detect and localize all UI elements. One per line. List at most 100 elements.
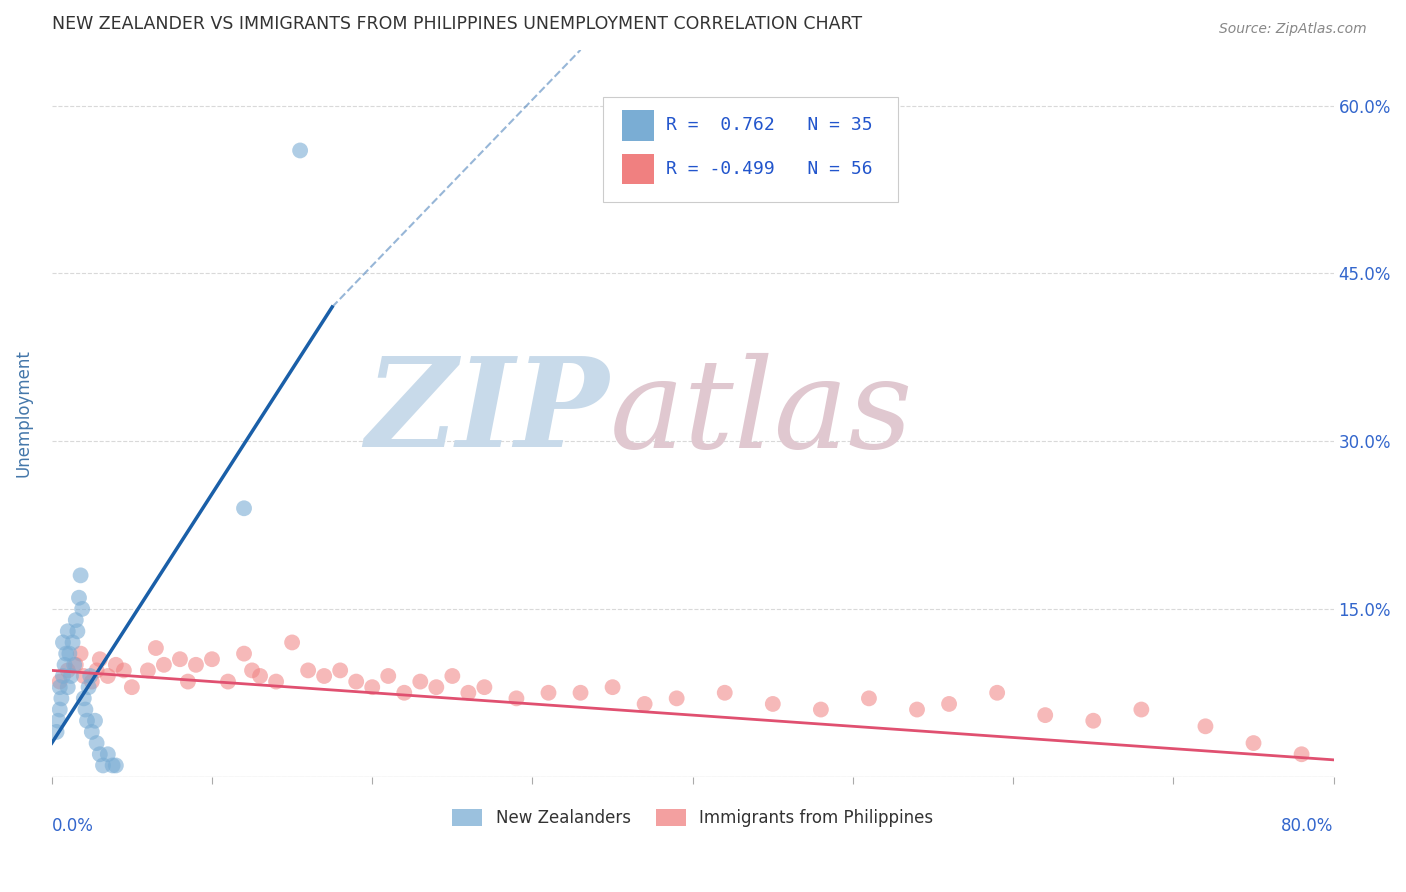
Point	[69, 647, 91, 661]
Point	[145, 640, 167, 655]
Point	[80, 725, 103, 739]
Point	[77, 680, 100, 694]
Point	[53, 657, 76, 672]
Point	[1130, 702, 1153, 716]
Point	[56, 680, 79, 694]
Point	[91, 758, 114, 772]
Point	[84, 714, 107, 728]
Point	[89, 652, 111, 666]
Point	[233, 647, 256, 661]
Text: atlas: atlas	[609, 352, 912, 474]
Point	[104, 758, 127, 772]
FancyBboxPatch shape	[623, 110, 654, 141]
FancyBboxPatch shape	[603, 97, 898, 202]
Point	[858, 691, 880, 706]
Point	[201, 652, 224, 666]
Point	[55, 647, 77, 661]
Point	[63, 657, 86, 672]
Point	[810, 702, 832, 716]
Point	[938, 697, 960, 711]
Point	[70, 602, 93, 616]
Y-axis label: Unemployment: Unemployment	[15, 350, 32, 477]
Point	[249, 669, 271, 683]
Point	[73, 669, 96, 683]
Text: 0.0%: 0.0%	[52, 816, 94, 835]
Point	[101, 758, 124, 772]
Point	[56, 664, 79, 678]
Point	[441, 669, 464, 683]
Point	[59, 669, 82, 683]
Point	[112, 664, 135, 678]
Point	[602, 680, 624, 694]
Point	[51, 691, 73, 706]
Text: R =  0.762   N = 35: R = 0.762 N = 35	[666, 117, 872, 135]
Point	[46, 714, 69, 728]
Point	[97, 747, 120, 762]
Point	[394, 686, 416, 700]
Point	[65, 657, 87, 672]
FancyBboxPatch shape	[623, 153, 654, 185]
Point	[1194, 719, 1216, 733]
Point	[62, 635, 84, 649]
Point	[45, 725, 67, 739]
Point	[52, 635, 75, 649]
Point	[86, 736, 108, 750]
Point	[537, 686, 560, 700]
Point	[169, 652, 191, 666]
Point	[1083, 714, 1105, 728]
Point	[153, 657, 176, 672]
Point	[762, 697, 785, 711]
Point	[665, 691, 688, 706]
Point	[121, 680, 143, 694]
Point	[86, 664, 108, 678]
Point	[344, 674, 367, 689]
Point	[713, 686, 735, 700]
Point	[49, 674, 72, 689]
Point	[52, 669, 75, 683]
Point	[361, 680, 384, 694]
Text: Source: ZipAtlas.com: Source: ZipAtlas.com	[1219, 22, 1367, 37]
Point	[97, 669, 120, 683]
Point	[297, 664, 319, 678]
Point	[264, 674, 287, 689]
Point	[986, 686, 1008, 700]
Point	[75, 702, 97, 716]
Text: ZIP: ZIP	[366, 352, 609, 474]
Point	[104, 657, 127, 672]
Point	[377, 669, 399, 683]
Point	[73, 691, 96, 706]
Text: NEW ZEALANDER VS IMMIGRANTS FROM PHILIPPINES UNEMPLOYMENT CORRELATION CHART: NEW ZEALANDER VS IMMIGRANTS FROM PHILIPP…	[52, 15, 862, 33]
Point	[569, 686, 592, 700]
Point	[56, 624, 79, 639]
Point	[217, 674, 239, 689]
Point	[76, 714, 98, 728]
Point	[457, 686, 479, 700]
Point	[49, 702, 72, 716]
Point	[184, 657, 207, 672]
Legend: New Zealanders, Immigrants from Philippines: New Zealanders, Immigrants from Philippi…	[446, 802, 939, 834]
Point	[905, 702, 928, 716]
Point	[1243, 736, 1265, 750]
Point	[314, 669, 336, 683]
Point	[80, 674, 103, 689]
Point	[66, 624, 89, 639]
Point	[69, 568, 91, 582]
Point	[281, 635, 304, 649]
Point	[1033, 708, 1056, 723]
Point	[49, 680, 72, 694]
Text: R = -0.499   N = 56: R = -0.499 N = 56	[666, 160, 872, 178]
Point	[425, 680, 447, 694]
Point	[89, 747, 111, 762]
Point	[233, 501, 256, 516]
Point	[288, 144, 311, 158]
Point	[409, 674, 432, 689]
Point	[136, 664, 159, 678]
Point	[58, 647, 80, 661]
Point	[1291, 747, 1313, 762]
Point	[240, 664, 263, 678]
Point	[505, 691, 527, 706]
Point	[177, 674, 200, 689]
Point	[65, 613, 87, 627]
Point	[329, 664, 352, 678]
Point	[67, 591, 90, 605]
